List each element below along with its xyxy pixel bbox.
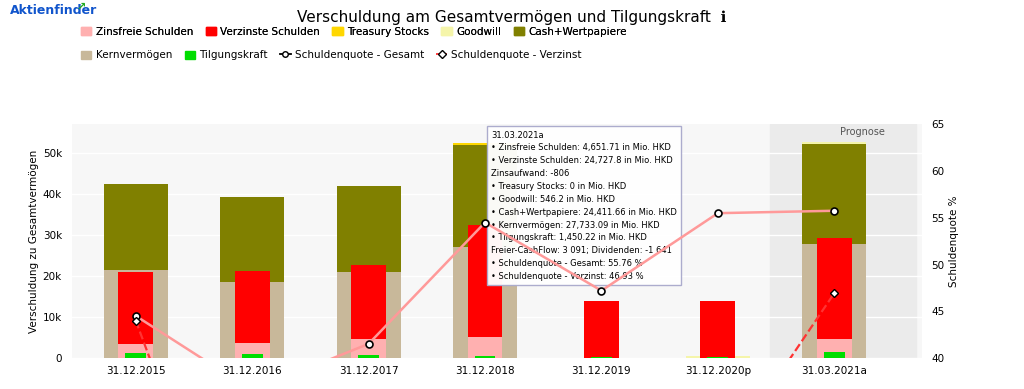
Bar (234, 271, 269, 343)
Bar (770, 124, 915, 358)
Text: 31.03.2021a
• Zinsfreie Schulden: 4,651.71 in Mio. HKD
• Verzinste Schulden: 24,: 31.03.2021a • Zinsfreie Schulden: 4,651.… (490, 131, 677, 281)
Bar (802, 244, 866, 358)
Bar (802, 144, 866, 244)
Bar (686, 356, 750, 358)
Bar (358, 355, 379, 358)
Bar (118, 272, 154, 343)
Bar (118, 343, 154, 358)
Y-axis label: Schuldenquote %: Schuldenquote % (949, 195, 958, 287)
Bar (453, 145, 517, 247)
Bar (584, 301, 618, 358)
Text: Aktienfinder: Aktienfinder (10, 4, 97, 17)
Bar (708, 357, 728, 358)
Bar (103, 270, 168, 358)
Bar (817, 238, 852, 339)
Legend: Kernvermögen, Tilgungskraft, Schuldenquote - Gesamt, Schuldenquote - Verzinst: Kernvermögen, Tilgungskraft, Schuldenquo… (77, 46, 586, 65)
Bar (802, 142, 866, 144)
Bar (337, 272, 400, 358)
Bar (817, 339, 852, 358)
Bar (700, 301, 735, 358)
Bar (103, 184, 168, 270)
Bar (453, 143, 517, 145)
Bar (220, 282, 284, 358)
Bar (220, 197, 284, 282)
Text: Prognose: Prognose (840, 126, 885, 137)
Bar (823, 352, 845, 358)
Bar (468, 225, 503, 337)
Legend: Zinsfreie Schulden, Verzinste Schulden, Treasury Stocks, Goodwill, Cash+Wertpapi: Zinsfreie Schulden, Verzinste Schulden, … (77, 23, 631, 41)
Text: ↗: ↗ (77, 2, 86, 12)
Bar (242, 354, 262, 358)
Bar (125, 353, 146, 358)
Bar (468, 337, 503, 358)
Bar (234, 343, 269, 358)
Bar (453, 247, 517, 358)
Text: Verschuldung am Gesamtvermögen und Tilgungskraft  ℹ: Verschuldung am Gesamtvermögen und Tilgu… (297, 10, 727, 25)
Bar (351, 265, 386, 339)
Y-axis label: Verschuldung zu Gesamtvermögen: Verschuldung zu Gesamtvermögen (29, 149, 39, 333)
Bar (351, 339, 386, 358)
Bar (474, 356, 496, 358)
Bar (337, 186, 400, 272)
Bar (591, 357, 612, 358)
